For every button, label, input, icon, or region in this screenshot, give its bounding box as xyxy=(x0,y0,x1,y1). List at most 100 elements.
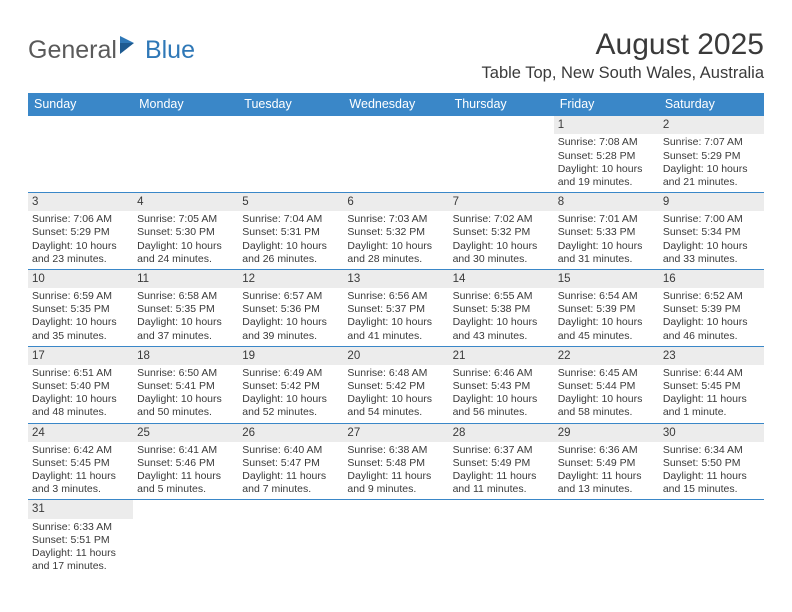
day-line: Sunrise: 6:58 AM xyxy=(137,290,234,303)
day-body: Sunrise: 7:05 AMSunset: 5:30 PMDaylight:… xyxy=(133,211,238,269)
day-line: Daylight: 11 hours xyxy=(558,470,655,483)
day-line: Daylight: 11 hours xyxy=(663,470,760,483)
day-line: and 31 minutes. xyxy=(558,253,655,266)
day-number: 23 xyxy=(659,347,764,365)
day-number: 28 xyxy=(449,424,554,442)
day-line: Sunset: 5:45 PM xyxy=(32,457,129,470)
day-line: and 15 minutes. xyxy=(663,483,760,496)
day-line: and 35 minutes. xyxy=(32,330,129,343)
day-number: 30 xyxy=(659,424,764,442)
day-line: Sunrise: 6:59 AM xyxy=(32,290,129,303)
day-line: Sunrise: 6:45 AM xyxy=(558,367,655,380)
day-line: Daylight: 11 hours xyxy=(663,393,760,406)
day-line: Sunrise: 6:42 AM xyxy=(32,444,129,457)
day-body: Sunrise: 6:44 AMSunset: 5:45 PMDaylight:… xyxy=(659,365,764,423)
day-body: Sunrise: 6:36 AMSunset: 5:49 PMDaylight:… xyxy=(554,442,659,500)
weekday-header: SundayMondayTuesdayWednesdayThursdayFrid… xyxy=(28,93,764,116)
day-line: Daylight: 10 hours xyxy=(242,240,339,253)
day-line: Daylight: 10 hours xyxy=(663,163,760,176)
day-body: Sunrise: 7:06 AMSunset: 5:29 PMDaylight:… xyxy=(28,211,133,269)
day-cell-empty xyxy=(343,500,448,576)
weeks-container: 1Sunrise: 7:08 AMSunset: 5:28 PMDaylight… xyxy=(28,116,764,576)
day-cell: 6Sunrise: 7:03 AMSunset: 5:32 PMDaylight… xyxy=(343,193,448,269)
day-body: Sunrise: 6:45 AMSunset: 5:44 PMDaylight:… xyxy=(554,365,659,423)
calendar-page: General Blue August 2025 Table Top, New … xyxy=(0,0,792,586)
logo: General Blue xyxy=(28,28,195,65)
day-cell: 23Sunrise: 6:44 AMSunset: 5:45 PMDayligh… xyxy=(659,347,764,423)
day-cell-empty xyxy=(28,116,133,192)
day-line: Sunset: 5:35 PM xyxy=(137,303,234,316)
day-cell-empty xyxy=(238,116,343,192)
day-body: Sunrise: 7:08 AMSunset: 5:28 PMDaylight:… xyxy=(554,134,659,192)
day-line: Sunset: 5:32 PM xyxy=(453,226,550,239)
day-line: Sunrise: 6:38 AM xyxy=(347,444,444,457)
logo-text-1: General xyxy=(28,36,117,65)
day-number: 1 xyxy=(554,116,659,134)
day-line: Sunset: 5:49 PM xyxy=(558,457,655,470)
day-line: and 54 minutes. xyxy=(347,406,444,419)
day-line: Sunset: 5:29 PM xyxy=(663,150,760,163)
day-number: 15 xyxy=(554,270,659,288)
day-cell: 25Sunrise: 6:41 AMSunset: 5:46 PMDayligh… xyxy=(133,424,238,500)
day-cell: 3Sunrise: 7:06 AMSunset: 5:29 PMDaylight… xyxy=(28,193,133,269)
day-line: Sunset: 5:29 PM xyxy=(32,226,129,239)
day-body: Sunrise: 6:55 AMSunset: 5:38 PMDaylight:… xyxy=(449,288,554,346)
day-cell: 20Sunrise: 6:48 AMSunset: 5:42 PMDayligh… xyxy=(343,347,448,423)
day-line: and 37 minutes. xyxy=(137,330,234,343)
day-cell: 24Sunrise: 6:42 AMSunset: 5:45 PMDayligh… xyxy=(28,424,133,500)
day-line: and 30 minutes. xyxy=(453,253,550,266)
week-row: 3Sunrise: 7:06 AMSunset: 5:29 PMDaylight… xyxy=(28,193,764,270)
day-cell: 30Sunrise: 6:34 AMSunset: 5:50 PMDayligh… xyxy=(659,424,764,500)
week-row: 1Sunrise: 7:08 AMSunset: 5:28 PMDaylight… xyxy=(28,116,764,193)
day-body: Sunrise: 7:02 AMSunset: 5:32 PMDaylight:… xyxy=(449,211,554,269)
day-line: and 39 minutes. xyxy=(242,330,339,343)
day-body: Sunrise: 6:37 AMSunset: 5:49 PMDaylight:… xyxy=(449,442,554,500)
day-line: Sunrise: 6:34 AM xyxy=(663,444,760,457)
day-line: and 33 minutes. xyxy=(663,253,760,266)
day-number: 4 xyxy=(133,193,238,211)
day-line: Sunset: 5:45 PM xyxy=(663,380,760,393)
day-line: and 7 minutes. xyxy=(242,483,339,496)
day-cell-empty xyxy=(133,116,238,192)
day-body: Sunrise: 6:56 AMSunset: 5:37 PMDaylight:… xyxy=(343,288,448,346)
day-body: Sunrise: 7:03 AMSunset: 5:32 PMDaylight:… xyxy=(343,211,448,269)
day-number: 9 xyxy=(659,193,764,211)
day-line: Daylight: 10 hours xyxy=(663,316,760,329)
day-line: Daylight: 10 hours xyxy=(242,316,339,329)
day-body: Sunrise: 6:54 AMSunset: 5:39 PMDaylight:… xyxy=(554,288,659,346)
day-line: and 19 minutes. xyxy=(558,176,655,189)
day-body: Sunrise: 7:01 AMSunset: 5:33 PMDaylight:… xyxy=(554,211,659,269)
day-line: and 23 minutes. xyxy=(32,253,129,266)
day-body: Sunrise: 6:51 AMSunset: 5:40 PMDaylight:… xyxy=(28,365,133,423)
day-cell: 10Sunrise: 6:59 AMSunset: 5:35 PMDayligh… xyxy=(28,270,133,346)
day-cell: 29Sunrise: 6:36 AMSunset: 5:49 PMDayligh… xyxy=(554,424,659,500)
day-line: Sunset: 5:51 PM xyxy=(32,534,129,547)
day-line: Sunset: 5:39 PM xyxy=(558,303,655,316)
day-line: Daylight: 11 hours xyxy=(242,470,339,483)
day-cell: 14Sunrise: 6:55 AMSunset: 5:38 PMDayligh… xyxy=(449,270,554,346)
title-block: August 2025 Table Top, New South Wales, … xyxy=(482,28,764,83)
day-cell: 13Sunrise: 6:56 AMSunset: 5:37 PMDayligh… xyxy=(343,270,448,346)
day-number: 19 xyxy=(238,347,343,365)
day-cell: 19Sunrise: 6:49 AMSunset: 5:42 PMDayligh… xyxy=(238,347,343,423)
day-cell: 9Sunrise: 7:00 AMSunset: 5:34 PMDaylight… xyxy=(659,193,764,269)
day-number: 17 xyxy=(28,347,133,365)
day-line: Sunset: 5:28 PM xyxy=(558,150,655,163)
day-number: 10 xyxy=(28,270,133,288)
day-line: and 3 minutes. xyxy=(32,483,129,496)
week-row: 17Sunrise: 6:51 AMSunset: 5:40 PMDayligh… xyxy=(28,347,764,424)
day-number: 11 xyxy=(133,270,238,288)
day-number: 5 xyxy=(238,193,343,211)
day-cell-empty xyxy=(659,500,764,576)
day-line: Sunrise: 6:54 AM xyxy=(558,290,655,303)
day-line: Sunset: 5:39 PM xyxy=(663,303,760,316)
day-cell: 17Sunrise: 6:51 AMSunset: 5:40 PMDayligh… xyxy=(28,347,133,423)
day-line: Daylight: 10 hours xyxy=(32,316,129,329)
day-line: Sunset: 5:32 PM xyxy=(347,226,444,239)
day-line: Daylight: 10 hours xyxy=(453,240,550,253)
day-line: Daylight: 10 hours xyxy=(558,163,655,176)
day-line: and 28 minutes. xyxy=(347,253,444,266)
day-number: 27 xyxy=(343,424,448,442)
day-line: and 1 minute. xyxy=(663,406,760,419)
day-body: Sunrise: 6:41 AMSunset: 5:46 PMDaylight:… xyxy=(133,442,238,500)
